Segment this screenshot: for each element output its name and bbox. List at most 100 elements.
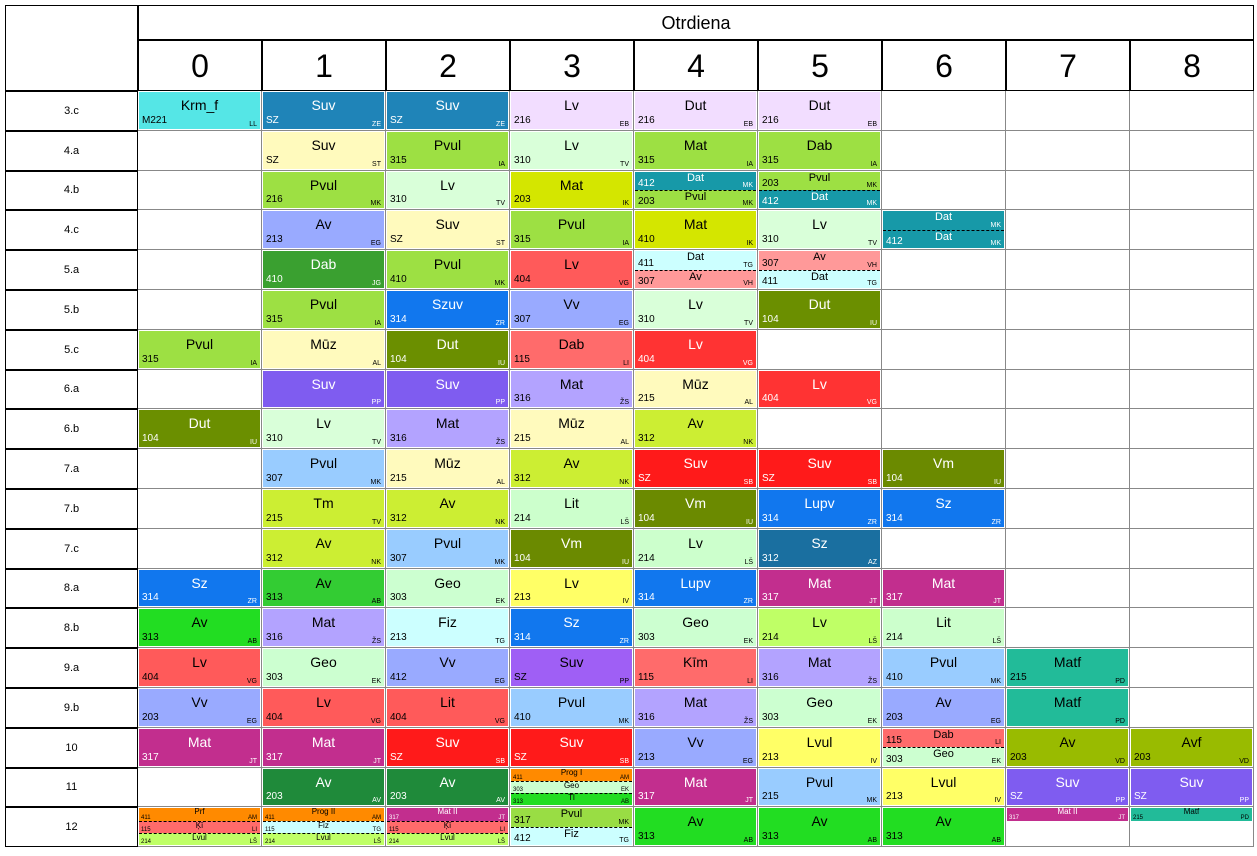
lesson-block[interactable]: Suv PP: [263, 370, 384, 408]
lesson-block[interactable]: 315 Pvul IA: [139, 330, 260, 368]
lesson-block[interactable]: 315 Mat IA: [635, 131, 756, 169]
lesson-block[interactable]: 312 Av NK: [263, 529, 384, 567]
lesson-block[interactable]: 314 Szuv ZR: [387, 291, 508, 328]
lesson-block[interactable]: 216 Dut EB: [759, 92, 880, 129]
lesson-block[interactable]: 312 Av NK: [635, 410, 756, 448]
lesson-block[interactable]: 115 Kīm LI: [635, 649, 756, 686]
lesson-block[interactable]: 115 Dab LI: [883, 728, 1004, 748]
lesson-block[interactable]: 303 Geo EK: [263, 649, 384, 686]
lesson-block[interactable]: 410 Pvul MK: [511, 689, 632, 726]
lesson-block[interactable]: 213 Av EG: [263, 211, 384, 249]
lesson-block[interactable]: SZ Suv ZE: [263, 92, 384, 129]
lesson-block[interactable]: 411 Prog I AM: [511, 768, 632, 781]
lesson-block[interactable]: SZ Suv SB: [759, 450, 880, 487]
lesson-block[interactable]: SZ Suv ZE: [387, 92, 508, 129]
lesson-block[interactable]: 404 Lv VG: [511, 251, 632, 288]
lesson-block[interactable]: 411 Prog II AM: [263, 808, 384, 821]
lesson-block[interactable]: 316 Mat ŽS: [511, 370, 632, 408]
lesson-block[interactable]: 317 Mat JT: [139, 728, 260, 766]
lesson-block[interactable]: 314 Sz ZR: [511, 609, 632, 647]
lesson-block[interactable]: 203 Av AV: [387, 768, 508, 806]
lesson-block[interactable]: 307 Vv EG: [511, 291, 632, 328]
lesson-block[interactable]: 115 Ķī LI: [387, 820, 508, 833]
lesson-block[interactable]: 214 Lv LŠ: [635, 529, 756, 567]
lesson-block[interactable]: 404 Lv VG: [139, 649, 260, 686]
lesson-block[interactable]: 411 Prf AM: [139, 808, 260, 821]
lesson-block[interactable]: 214 Lit LŠ: [511, 490, 632, 527]
lesson-block[interactable]: 315 Dab IA: [759, 131, 880, 169]
lesson-block[interactable]: 104 Dut IU: [759, 291, 880, 328]
lesson-block[interactable]: 215 Matf PD: [1131, 808, 1252, 821]
lesson-block[interactable]: 404 Lv VG: [635, 330, 756, 368]
lesson-block[interactable]: SZ Suv SB: [511, 728, 632, 766]
lesson-block[interactable]: 115 Ķī LI: [139, 820, 260, 833]
lesson-block[interactable]: SZ Suv PP: [1131, 768, 1252, 806]
lesson-block[interactable]: 214 Lit LŠ: [883, 609, 1004, 647]
lesson-block[interactable]: 313 Av AB: [139, 609, 260, 647]
lesson-block[interactable]: 104 Dut IU: [387, 330, 508, 368]
lesson-block[interactable]: 410 Dab JG: [263, 251, 384, 288]
lesson-block[interactable]: 411 Dat TG: [635, 251, 756, 270]
lesson-block[interactable]: 310 Lv TV: [511, 131, 632, 169]
lesson-block[interactable]: 313 Av AB: [883, 808, 1004, 846]
lesson-block[interactable]: 104 Vm IU: [635, 490, 756, 527]
lesson-block[interactable]: 215 Pvul MK: [759, 768, 880, 806]
lesson-block[interactable]: 303 Geo EK: [883, 747, 1004, 766]
lesson-block[interactable]: 317 Mat JT: [883, 569, 1004, 607]
lesson-block[interactable]: 303 Geo EK: [635, 609, 756, 647]
lesson-block[interactable]: 404 Lv VG: [759, 370, 880, 408]
lesson-block[interactable]: 412 Dat MK: [759, 190, 880, 209]
lesson-block[interactable]: 412 Dat MK: [883, 229, 1004, 249]
lesson-block[interactable]: Dat MK: [883, 211, 1004, 230]
lesson-block[interactable]: 313 Av AB: [263, 569, 384, 607]
lesson-block[interactable]: 215 Matf PD: [1007, 649, 1128, 686]
lesson-block[interactable]: 412 Vv EG: [387, 649, 508, 686]
lesson-block[interactable]: 115 Fiz TG: [263, 820, 384, 833]
lesson-block[interactable]: 313 Tl AB: [511, 793, 632, 806]
lesson-block[interactable]: 317 Mat JT: [263, 728, 384, 766]
lesson-block[interactable]: 303 Geo EK: [387, 569, 508, 607]
lesson-block[interactable]: SZ Suv ST: [387, 211, 508, 249]
lesson-block[interactable]: 316 Mat ŽS: [759, 649, 880, 686]
lesson-block[interactable]: 203 Av AV: [263, 768, 384, 806]
lesson-block[interactable]: 411 Dat TG: [759, 269, 880, 288]
lesson-block[interactable]: 310 Lv TV: [387, 171, 508, 209]
lesson-block[interactable]: 214 Lvul LŠ: [263, 832, 384, 846]
lesson-block[interactable]: Mūz AL: [263, 330, 384, 368]
lesson-block[interactable]: 203 Pvul MK: [635, 190, 756, 209]
lesson-block[interactable]: 213 Lvul IV: [759, 728, 880, 766]
lesson-block[interactable]: 310 Lv TV: [635, 291, 756, 328]
lesson-block[interactable]: 216 Pvul MK: [263, 171, 384, 209]
lesson-block[interactable]: 214 Lvul LŠ: [387, 832, 508, 846]
lesson-block[interactable]: 215 Mūz AL: [635, 370, 756, 408]
lesson-block[interactable]: 214 Lvul LŠ: [139, 832, 260, 846]
lesson-block[interactable]: 312 Av NK: [511, 450, 632, 487]
lesson-block[interactable]: M221 Krm_f LL: [139, 92, 260, 129]
lesson-block[interactable]: 216 Lv EB: [511, 92, 632, 129]
lesson-block[interactable]: 316 Mat ŽS: [635, 689, 756, 726]
lesson-block[interactable]: 307 Av VH: [759, 251, 880, 270]
lesson-block[interactable]: 315 Pvul IA: [387, 131, 508, 169]
lesson-block[interactable]: 213 Lv IV: [511, 569, 632, 607]
lesson-block[interactable]: 404 Lv VG: [263, 689, 384, 726]
lesson-block[interactable]: 313 Av AB: [635, 808, 756, 846]
lesson-block[interactable]: 203 Av VD: [1007, 728, 1128, 766]
lesson-block[interactable]: 203 Pvul MK: [759, 171, 880, 190]
lesson-block[interactable]: 203 Mat IK: [511, 171, 632, 209]
lesson-block[interactable]: 404 Lit VG: [387, 689, 508, 726]
lesson-block[interactable]: 310 Lv TV: [759, 211, 880, 249]
lesson-block[interactable]: 307 Pvul MK: [387, 529, 508, 567]
lesson-block[interactable]: 203 Av EG: [883, 689, 1004, 726]
lesson-block[interactable]: 314 Sz ZR: [139, 569, 260, 607]
lesson-block[interactable]: 215 Tm TV: [263, 490, 384, 527]
lesson-block[interactable]: 316 Mat ŽS: [387, 410, 508, 448]
lesson-block[interactable]: 104 Vm IU: [511, 529, 632, 567]
lesson-block[interactable]: SZ Suv ST: [263, 131, 384, 169]
lesson-block[interactable]: 213 Vv EG: [635, 728, 756, 766]
lesson-block[interactable]: SZ Suv SB: [635, 450, 756, 487]
lesson-block[interactable]: Suv PP: [387, 370, 508, 408]
lesson-block[interactable]: SZ Suv PP: [511, 649, 632, 686]
lesson-block[interactable]: 410 Pvul MK: [387, 251, 508, 288]
lesson-block[interactable]: Matf PD: [1007, 689, 1128, 726]
lesson-block[interactable]: 316 Mat ŽS: [263, 609, 384, 647]
